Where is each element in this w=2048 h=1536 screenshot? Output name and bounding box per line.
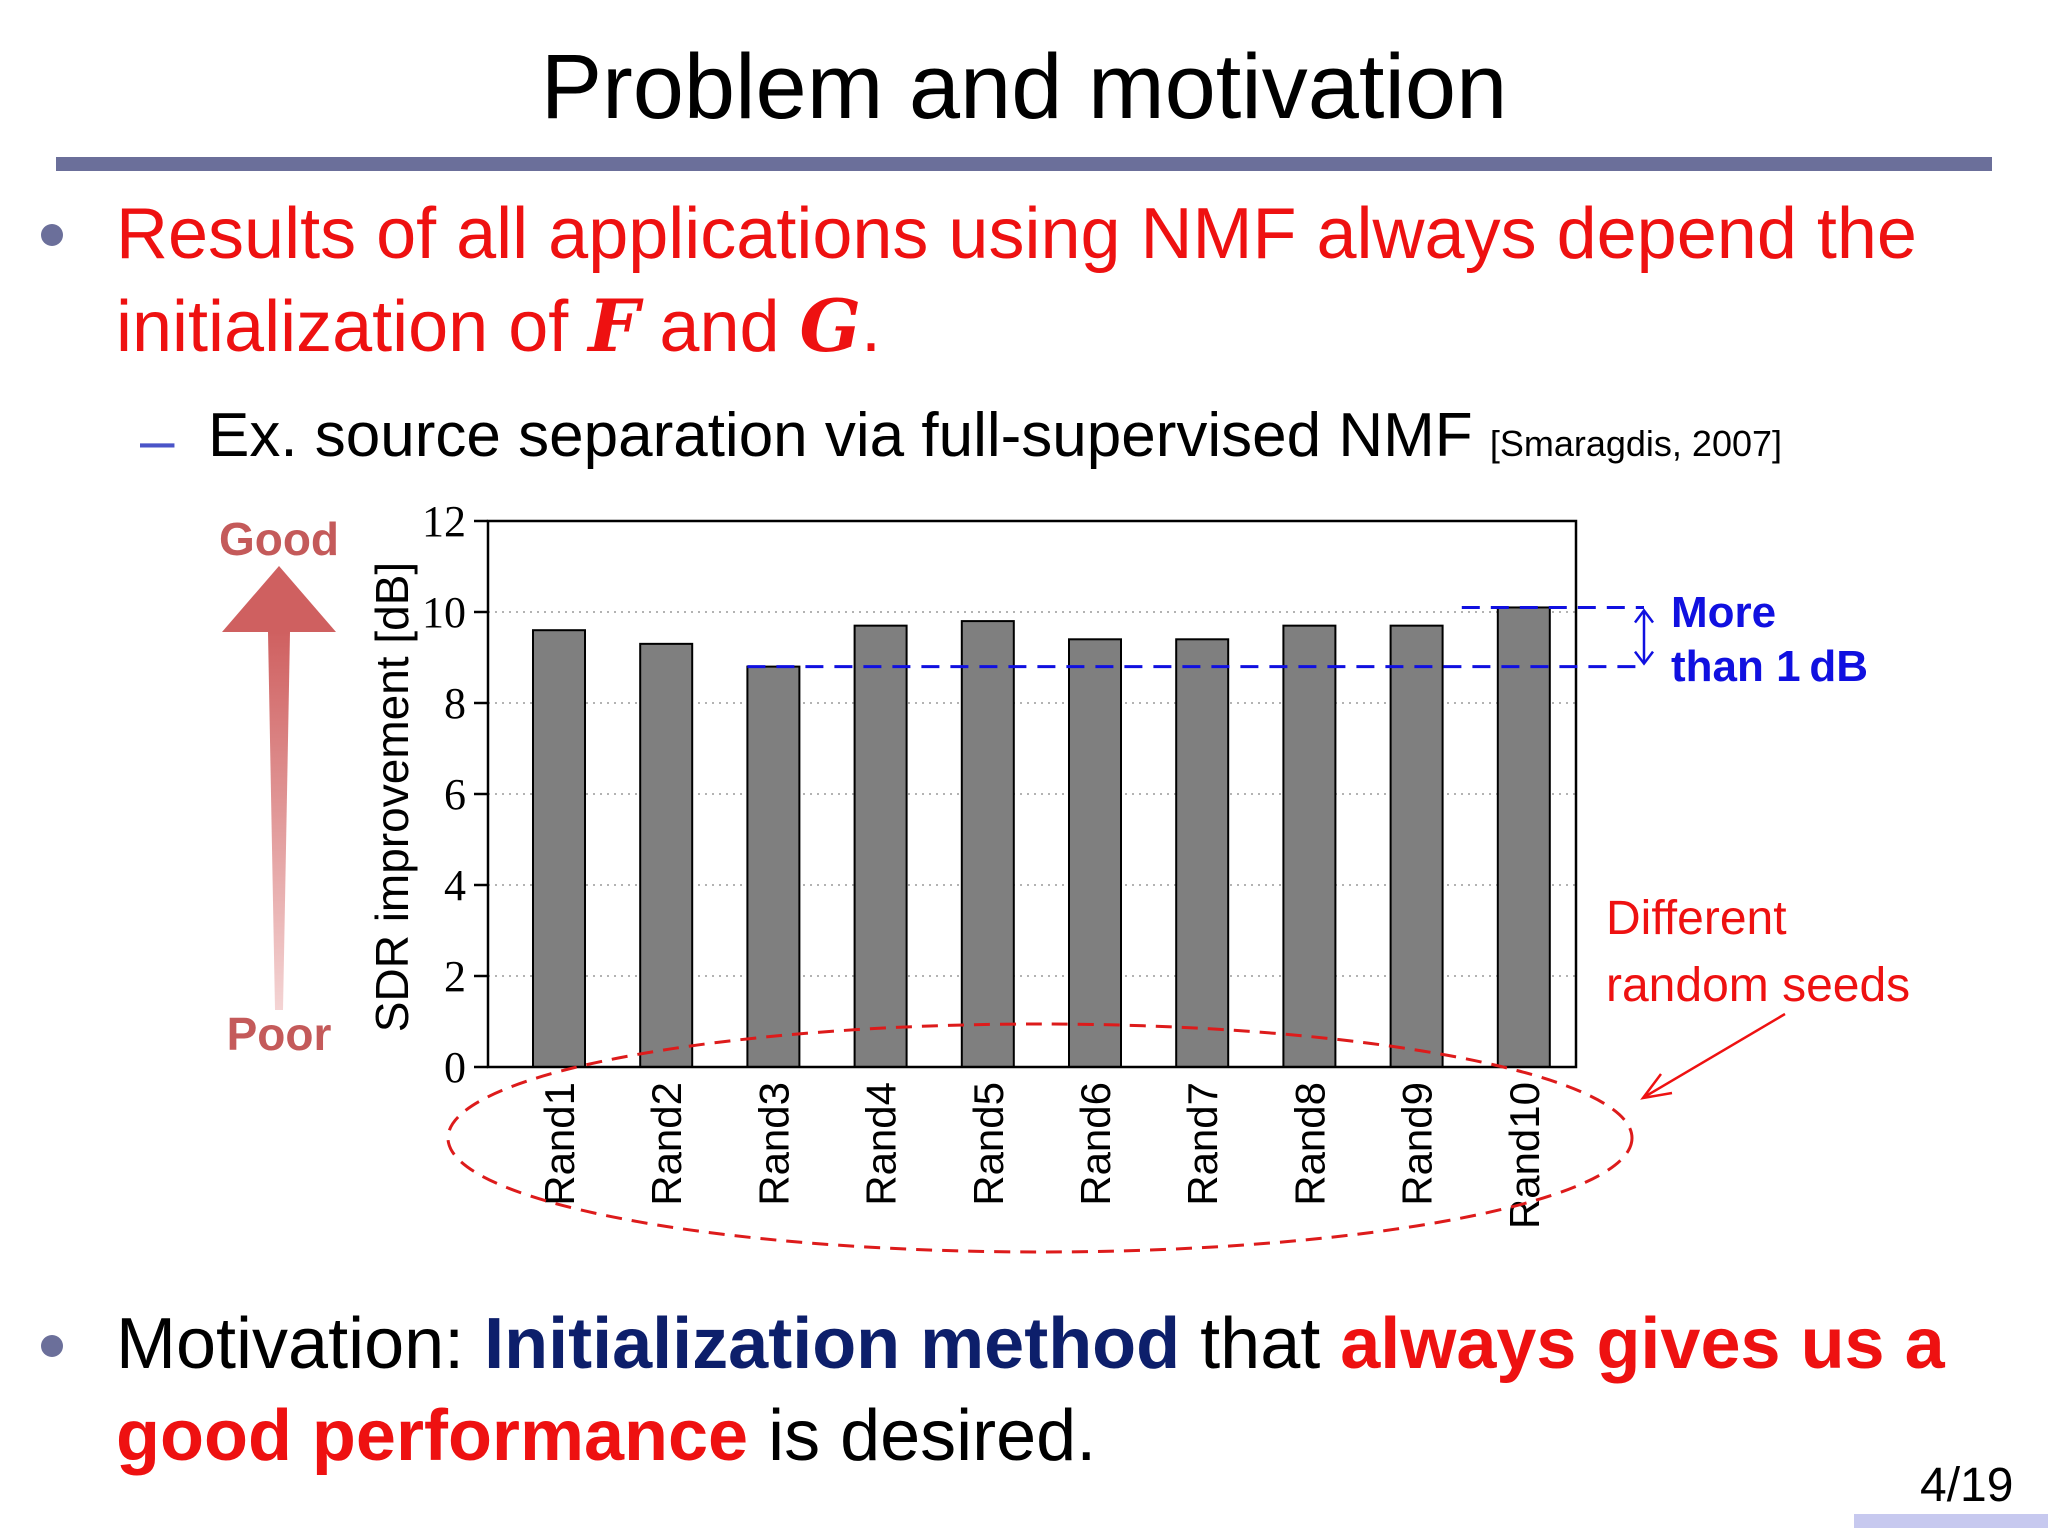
quality-arrow-shaft — [268, 632, 290, 1010]
page-number: 4/19 — [1920, 1459, 2014, 1512]
x-tick-label: Rand4 — [858, 1082, 905, 1206]
x-tick-label: Rand3 — [750, 1082, 797, 1206]
bullet-results: Results of all applications using NMF al… — [116, 188, 2016, 373]
x-tick-label: Rand2 — [643, 1082, 690, 1206]
title-divider — [56, 157, 1992, 171]
sub-bullet-dash: – — [140, 406, 175, 475]
y-tick-label: 2 — [444, 952, 466, 1001]
x-tick-label: Rand10 — [1501, 1082, 1548, 1229]
progress-bar — [1854, 1514, 2048, 1528]
y-tick-label: 4 — [444, 861, 466, 910]
sub-bullet-text: Ex. source separation via full-supervise… — [208, 401, 1490, 470]
bar-rand6 — [1068, 638, 1122, 1068]
difference-label-line2: than 1 dB — [1671, 642, 1868, 691]
motivation-prefix: Motivation: — [116, 1304, 485, 1384]
motivation-suffix: is desired. — [748, 1396, 1097, 1476]
bullet-dot — [41, 1335, 63, 1357]
bar-rand10 — [1496, 606, 1551, 1068]
variable-f: F — [588, 283, 640, 368]
plot-frame — [486, 519, 1578, 1069]
bar-rand3 — [746, 665, 801, 1068]
bar-rand8 — [1282, 624, 1337, 1069]
x-tick-label: Rand6 — [1072, 1082, 1119, 1206]
sdr-bar-chart: Good Poor SDR improvement [dB] 0 2 4 6 8 10 12… — [219, 497, 1910, 1254]
bullet-results-and: and — [639, 287, 800, 367]
difference-arrow — [1634, 608, 1654, 666]
sub-bullet-example: Ex. source separation via full-supervise… — [208, 398, 2008, 482]
y-tick-label: 0 — [444, 1043, 466, 1092]
x-tick-label: Rand8 — [1286, 1082, 1333, 1206]
seeds-pointer-line — [1645, 1012, 1786, 1098]
y-tick-label: 8 — [444, 679, 466, 728]
variable-g: G — [799, 283, 862, 368]
bullet-motivation: Motivation: Initialization method that a… — [116, 1298, 2016, 1482]
bars — [532, 606, 1551, 1069]
poor-label: Poor — [227, 1008, 332, 1060]
bar-rand7 — [1175, 638, 1230, 1068]
y-tick-label: 12 — [422, 497, 466, 546]
difference-label-line1: More — [1671, 588, 1776, 637]
bar-rand9 — [1389, 624, 1444, 1069]
x-axis-labels: Rand1 Rand2 Rand3 Rand4 Rand5 Rand6 Rand7 Rand8… — [536, 1082, 1548, 1229]
bar-rand5 — [960, 620, 1015, 1068]
x-tick-label: Rand5 — [965, 1082, 1012, 1206]
good-label: Good — [219, 513, 339, 565]
quality-arrow-head — [222, 566, 336, 632]
y-axis-ticks: 0 2 4 6 8 10 12 — [422, 497, 488, 1092]
seeds-ellipse — [446, 1022, 1634, 1254]
bar-rand2 — [639, 642, 694, 1068]
x-tick-label: Rand9 — [1394, 1082, 1441, 1206]
bullet-results-period: . — [861, 287, 882, 367]
seeds-label-line1: Different — [1606, 892, 1787, 945]
y-axis-label: SDR improvement [dB] — [366, 562, 418, 1032]
bullet-results-text: Results of all applications using NMF al… — [116, 194, 1917, 367]
slide-title: Problem and motivation — [540, 36, 1508, 138]
x-tick-label: Rand1 — [536, 1082, 583, 1206]
x-tick-label: Rand7 — [1179, 1082, 1226, 1206]
motivation-highlight-performance: always gives us a good performance — [116, 1304, 1945, 1476]
motivation-middle: that — [1180, 1304, 1341, 1384]
bar-rand4 — [853, 624, 908, 1069]
y-tick-label: 6 — [444, 770, 466, 819]
seeds-pointer-head — [1640, 1073, 1673, 1100]
bar-rand1 — [532, 629, 586, 1068]
seeds-label-line2: random seeds — [1606, 959, 1910, 1012]
motivation-highlight-method: Initialization method — [484, 1304, 1181, 1384]
citation: [Smaragdis, 2007] — [1489, 423, 1783, 464]
bullet-dot — [41, 224, 63, 246]
y-tick-label: 10 — [422, 588, 466, 637]
